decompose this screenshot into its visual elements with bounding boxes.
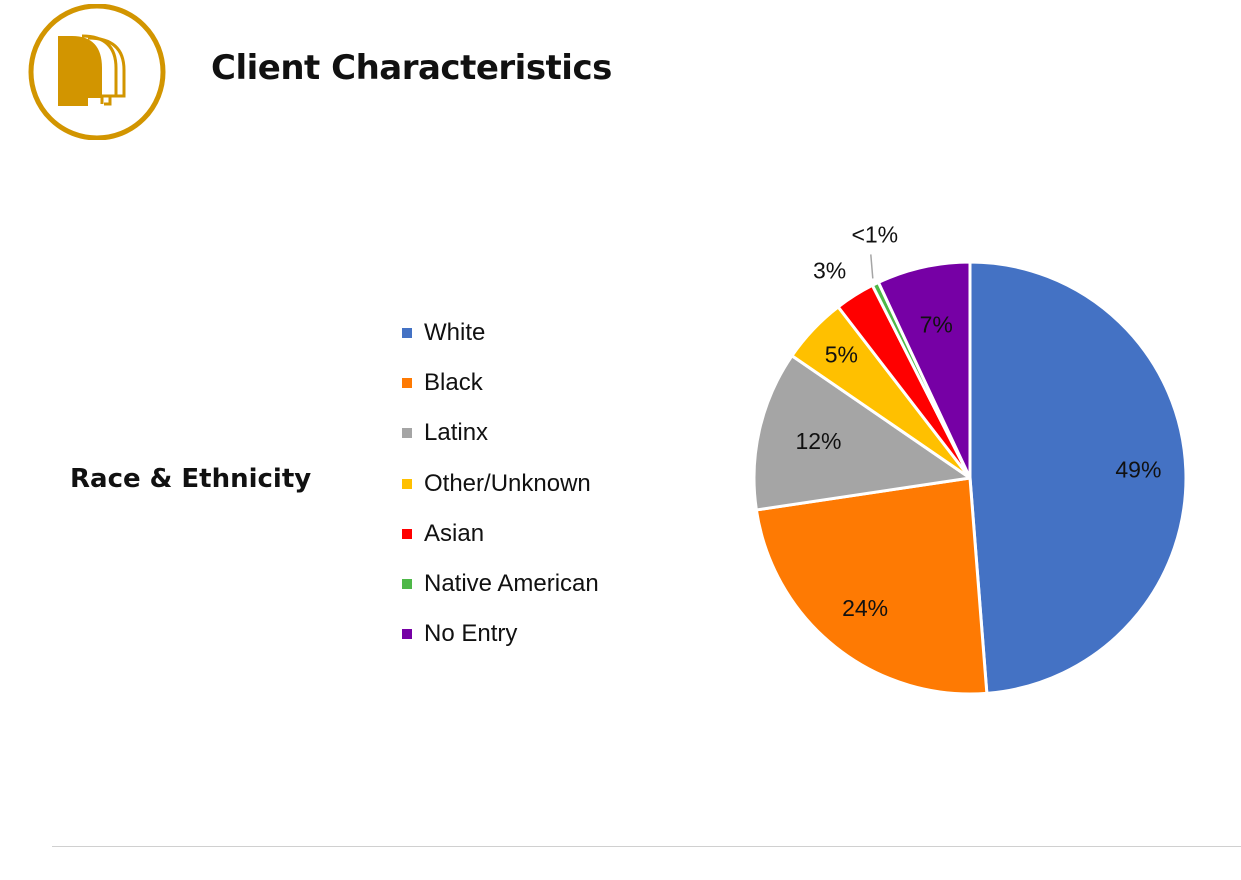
data-label: 49% (1115, 456, 1161, 482)
pie-slice-no-entry (876, 260, 972, 480)
legend-item: Other/Unknown (402, 459, 642, 509)
legend-label: No Entry (424, 620, 518, 648)
legend-swatch (402, 328, 412, 339)
legend-swatch (402, 579, 412, 590)
legend-label: Latinx (424, 419, 489, 447)
data-label: 12% (795, 428, 841, 454)
data-label: 3% (813, 257, 846, 283)
legend-item: White (402, 308, 642, 358)
legend-label: Native American (424, 570, 599, 598)
data-label: <1% (851, 221, 898, 247)
legend-swatch (402, 478, 412, 489)
page-title: Client Characteristics (211, 48, 612, 88)
data-label: 7% (920, 311, 953, 337)
pie-slice-black (754, 476, 989, 696)
chart-legend: White Black Latinx Other/Unknown Asian Native… (402, 308, 642, 659)
legend-item: Asian (402, 509, 642, 559)
section-label: Race & Ethnicity (70, 464, 312, 494)
leader-line (870, 254, 874, 279)
footer-divider (52, 846, 1241, 847)
legend-label: Asian (424, 519, 485, 547)
profile-heads-icon (28, 3, 166, 141)
legend-swatch (402, 629, 412, 640)
legend-item: No Entry (402, 609, 642, 659)
legend-label: White (424, 319, 486, 347)
pie-slice-latinx (752, 354, 972, 512)
data-label: 24% (842, 595, 888, 621)
legend-item: Latinx (402, 408, 642, 458)
legend-swatch (402, 428, 412, 439)
data-label: 5% (825, 341, 858, 367)
pie-chart: 49% 24% 12% 5% 3%<1% 7% (752, 221, 1188, 696)
logo (26, 3, 168, 141)
legend-swatch (402, 528, 412, 539)
legend-swatch (402, 378, 412, 389)
pie-slice-white (968, 260, 1188, 695)
legend-label: Other/Unknown (424, 469, 591, 497)
legend-item: Black (402, 358, 642, 408)
legend-item: Native American (402, 559, 642, 609)
legend-label: Black (424, 369, 483, 397)
